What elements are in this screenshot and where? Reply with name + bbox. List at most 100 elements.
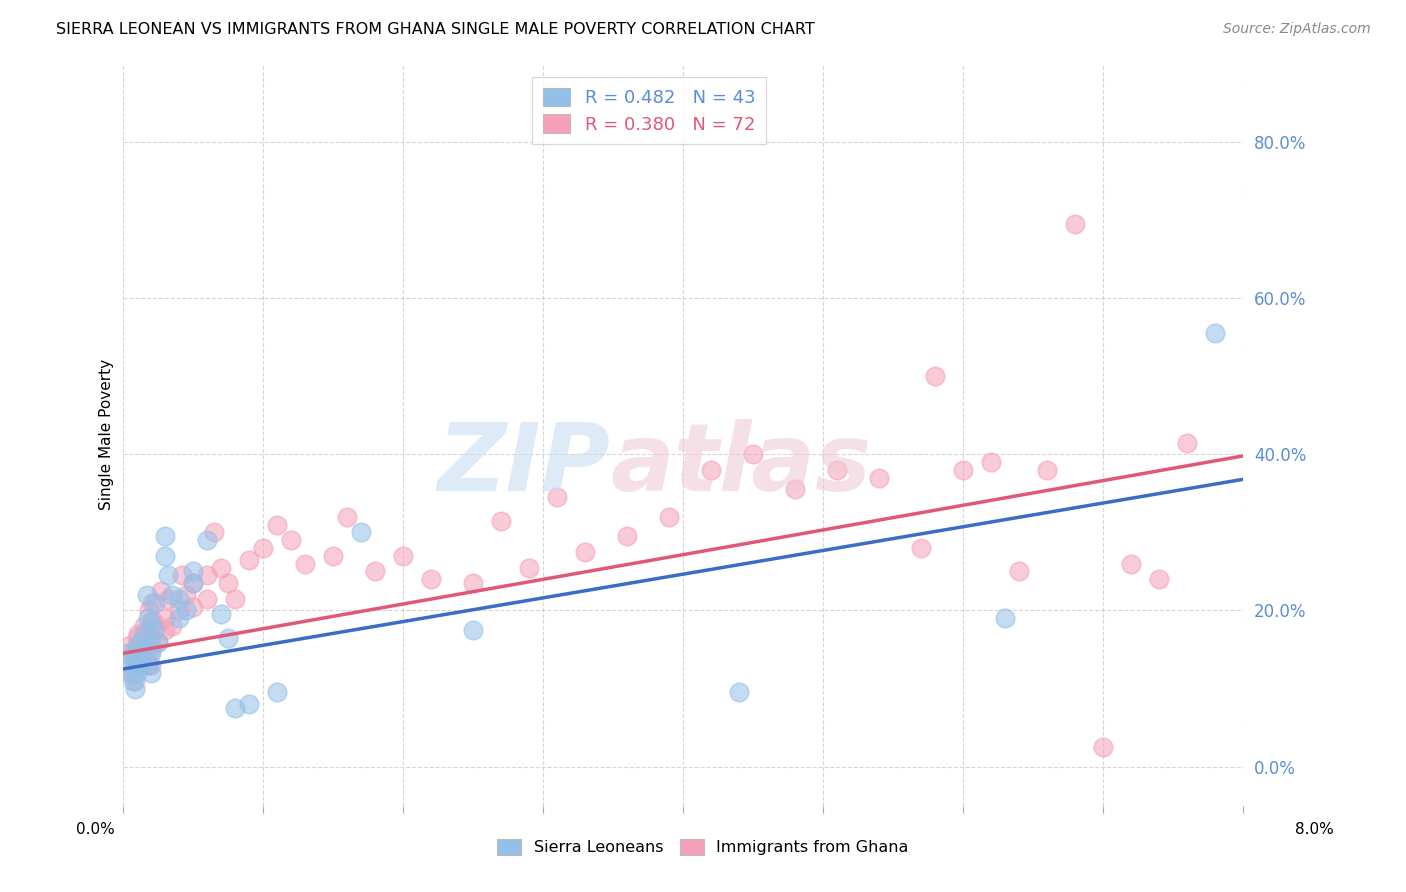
Point bbox=[122, 642, 145, 657]
Y-axis label: Single Male Poverty: Single Male Poverty bbox=[100, 359, 114, 510]
Point bbox=[217, 576, 239, 591]
Point bbox=[924, 369, 946, 384]
Point bbox=[153, 529, 176, 543]
Point bbox=[174, 588, 197, 602]
Point bbox=[364, 565, 387, 579]
Point bbox=[127, 627, 149, 641]
Point bbox=[132, 619, 155, 633]
Point bbox=[202, 525, 225, 540]
Point bbox=[149, 584, 172, 599]
Point bbox=[122, 650, 145, 665]
Point bbox=[139, 665, 162, 680]
Point bbox=[125, 665, 148, 680]
Point bbox=[181, 576, 204, 591]
Point bbox=[181, 599, 204, 614]
Point bbox=[1008, 565, 1031, 579]
Point bbox=[136, 611, 159, 625]
Point bbox=[616, 529, 638, 543]
Point bbox=[135, 658, 157, 673]
Point bbox=[1091, 740, 1114, 755]
Point bbox=[419, 572, 441, 586]
Point bbox=[138, 658, 160, 673]
Point bbox=[294, 557, 316, 571]
Point bbox=[1036, 463, 1059, 477]
Point bbox=[728, 685, 751, 699]
Point bbox=[146, 634, 169, 648]
Point bbox=[742, 447, 765, 461]
Point bbox=[195, 568, 218, 582]
Point bbox=[143, 596, 166, 610]
Point bbox=[350, 525, 373, 540]
Point bbox=[124, 673, 146, 688]
Text: Source: ZipAtlas.com: Source: ZipAtlas.com bbox=[1223, 22, 1371, 37]
Point bbox=[125, 631, 148, 645]
Point bbox=[125, 639, 148, 653]
Text: 8.0%: 8.0% bbox=[1295, 822, 1334, 837]
Point bbox=[121, 673, 143, 688]
Point bbox=[146, 634, 169, 648]
Point bbox=[783, 483, 806, 497]
Point bbox=[139, 615, 162, 630]
Point bbox=[121, 665, 143, 680]
Point bbox=[138, 603, 160, 617]
Point bbox=[181, 565, 204, 579]
Point bbox=[139, 647, 162, 661]
Point bbox=[139, 642, 162, 657]
Point bbox=[128, 650, 150, 665]
Point bbox=[120, 665, 142, 680]
Legend: Sierra Leoneans, Immigrants from Ghana: Sierra Leoneans, Immigrants from Ghana bbox=[491, 832, 915, 862]
Point bbox=[238, 553, 260, 567]
Point bbox=[156, 591, 179, 606]
Point bbox=[131, 658, 153, 673]
Point bbox=[125, 654, 148, 668]
Point bbox=[131, 642, 153, 657]
Text: ZIP: ZIP bbox=[437, 418, 610, 510]
Point bbox=[546, 491, 568, 505]
Point bbox=[322, 549, 344, 563]
Point bbox=[142, 623, 165, 637]
Point bbox=[994, 611, 1017, 625]
Point bbox=[224, 591, 246, 606]
Point bbox=[1175, 435, 1198, 450]
Point bbox=[142, 615, 165, 630]
Point bbox=[128, 658, 150, 673]
Point bbox=[700, 463, 723, 477]
Point bbox=[252, 541, 274, 555]
Point bbox=[195, 591, 218, 606]
Point bbox=[336, 509, 359, 524]
Point bbox=[980, 455, 1002, 469]
Point bbox=[224, 701, 246, 715]
Point bbox=[517, 560, 540, 574]
Point bbox=[167, 611, 190, 625]
Point bbox=[238, 697, 260, 711]
Point bbox=[153, 611, 176, 625]
Point bbox=[118, 650, 141, 665]
Point bbox=[115, 647, 138, 661]
Point bbox=[1204, 326, 1226, 341]
Point bbox=[209, 560, 232, 574]
Point bbox=[139, 658, 162, 673]
Point bbox=[139, 639, 162, 653]
Point bbox=[139, 631, 162, 645]
Point bbox=[129, 634, 152, 648]
Point bbox=[174, 603, 197, 617]
Point bbox=[181, 576, 204, 591]
Point bbox=[124, 681, 146, 696]
Point bbox=[118, 658, 141, 673]
Point bbox=[825, 463, 848, 477]
Point bbox=[167, 603, 190, 617]
Legend: R = 0.482   N = 43, R = 0.380   N = 72: R = 0.482 N = 43, R = 0.380 N = 72 bbox=[533, 77, 766, 145]
Point bbox=[868, 471, 890, 485]
Point bbox=[910, 541, 932, 555]
Text: 0.0%: 0.0% bbox=[76, 822, 115, 837]
Point bbox=[280, 533, 302, 548]
Point bbox=[209, 607, 232, 622]
Point bbox=[153, 623, 176, 637]
Point bbox=[574, 545, 596, 559]
Point bbox=[160, 619, 183, 633]
Point bbox=[1119, 557, 1142, 571]
Point bbox=[160, 588, 183, 602]
Text: SIERRA LEONEAN VS IMMIGRANTS FROM GHANA SINGLE MALE POVERTY CORRELATION CHART: SIERRA LEONEAN VS IMMIGRANTS FROM GHANA … bbox=[56, 22, 815, 37]
Point bbox=[141, 596, 163, 610]
Point bbox=[134, 642, 156, 657]
